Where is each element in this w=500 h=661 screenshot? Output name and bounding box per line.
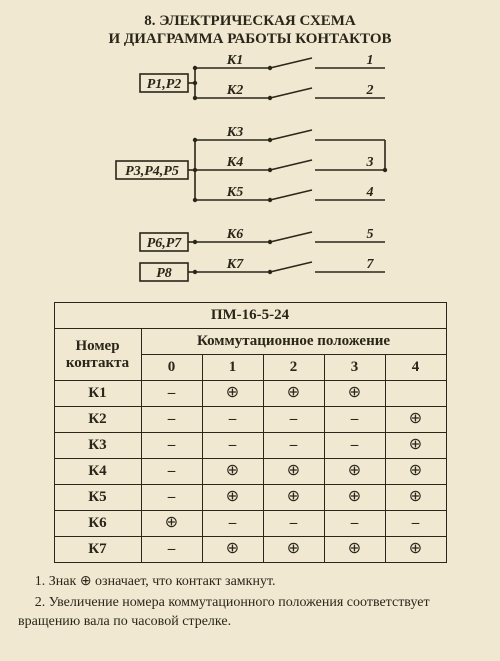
contact-cell: – [141, 537, 202, 563]
contact-cell: ⊕ [202, 485, 263, 511]
table-row: К1–⊕⊕⊕ [54, 381, 446, 407]
footnote-1: 1. Знак ⊕ означает, что контакт замкнут. [18, 573, 482, 592]
svg-text:К6: К6 [226, 227, 244, 242]
contact-name: К7 [54, 537, 141, 563]
svg-text:2: 2 [366, 83, 374, 98]
contact-cell: – [202, 407, 263, 433]
contact-cell: – [141, 433, 202, 459]
svg-text:К1: К1 [226, 54, 244, 68]
contact-cell: ⊕ [324, 459, 385, 485]
contact-name: К4 [54, 459, 141, 485]
table-row: К2––––⊕ [54, 407, 446, 433]
svg-text:Р3,Р4,Р5: Р3,Р4,Р5 [125, 164, 179, 179]
table-row: К7–⊕⊕⊕⊕ [54, 537, 446, 563]
contact-cell: – [141, 381, 202, 407]
contact-cell: ⊕ [324, 537, 385, 563]
contact-cell: – [324, 511, 385, 537]
title-line-2: И ДИАГРАММА РАБОТЫ КОНТАКТОВ [108, 31, 391, 47]
position-header: 4 [385, 355, 446, 381]
contact-cell: ⊕ [202, 459, 263, 485]
contact-cell: ⊕ [263, 459, 324, 485]
footnote-2: 2. Увеличение номера коммутационного пол… [18, 594, 482, 632]
contact-name: К6 [54, 511, 141, 537]
table-row: К6⊕–––– [54, 511, 446, 537]
contact-cell: – [263, 511, 324, 537]
contact-cell: – [141, 407, 202, 433]
position-header: 1 [202, 355, 263, 381]
contact-cell: ⊕ [202, 381, 263, 407]
contact-cell: ⊕ [263, 381, 324, 407]
footnotes: 1. Знак ⊕ означает, что контакт замкнут.… [18, 573, 482, 632]
svg-text:5: 5 [367, 227, 374, 242]
contact-cell: – [324, 407, 385, 433]
svg-text:3: 3 [366, 155, 374, 170]
contact-cell: ⊕ [324, 381, 385, 407]
contact-cell: ⊕ [202, 537, 263, 563]
contacts-table: ПМ-16-5-24НомерконтактаКоммутационное по… [54, 302, 447, 563]
contact-cell: ⊕ [385, 485, 446, 511]
contact-name: К3 [54, 433, 141, 459]
title-line-1: 8. ЭЛЕКТРИЧЕСКАЯ СХЕМА [144, 13, 356, 29]
contact-cell: – [202, 511, 263, 537]
svg-text:К5: К5 [226, 185, 244, 200]
contact-name: К5 [54, 485, 141, 511]
position-header: 3 [324, 355, 385, 381]
table-title: ПМ-16-5-24 [54, 303, 446, 329]
svg-text:7: 7 [367, 257, 375, 272]
page-title: 8. ЭЛЕКТРИЧЕСКАЯ СХЕМА И ДИАГРАММА РАБОТ… [18, 12, 482, 48]
svg-text:1: 1 [367, 54, 374, 68]
contact-cell: ⊕ [324, 485, 385, 511]
svg-text:К4: К4 [226, 155, 244, 170]
contact-name: К1 [54, 381, 141, 407]
table-row: К4–⊕⊕⊕⊕ [54, 459, 446, 485]
contact-cell: ⊕ [263, 485, 324, 511]
contact-name: К2 [54, 407, 141, 433]
svg-text:4: 4 [366, 185, 374, 200]
svg-text:Р6,Р7: Р6,Р7 [147, 236, 183, 251]
contact-cell: – [385, 511, 446, 537]
schematic-diagram: К1 1 Р1,Р2 К2 2 К3 К4 3 Р3,Р4,Р5 К5 4 К6 5 Р6,Р7 К7 7 Р8 [100, 54, 400, 294]
contact-cell: – [141, 459, 202, 485]
contact-cell: ⊕ [385, 433, 446, 459]
document-page: 8. ЭЛЕКТРИЧЕСКАЯ СХЕМА И ДИАГРАММА РАБОТ… [0, 0, 500, 652]
table-row: К3––––⊕ [54, 433, 446, 459]
contact-cell: ⊕ [385, 459, 446, 485]
col-group-header: Коммутационное положение [141, 329, 446, 355]
svg-text:К3: К3 [226, 125, 244, 140]
svg-text:К2: К2 [226, 83, 244, 98]
contact-cell: – [263, 407, 324, 433]
contact-cell [385, 381, 446, 407]
table-row: К5–⊕⊕⊕⊕ [54, 485, 446, 511]
svg-text:Р8: Р8 [156, 266, 172, 281]
contact-cell: ⊕ [385, 537, 446, 563]
position-header: 0 [141, 355, 202, 381]
contact-cell: ⊕ [263, 537, 324, 563]
contact-cell: – [263, 433, 324, 459]
svg-text:Р1,Р2: Р1,Р2 [147, 77, 182, 92]
row-header: Номерконтакта [54, 329, 141, 381]
contact-cell: – [324, 433, 385, 459]
svg-text:К7: К7 [226, 257, 244, 272]
contact-cell: – [141, 485, 202, 511]
contact-cell: ⊕ [141, 511, 202, 537]
position-header: 2 [263, 355, 324, 381]
contact-cell: – [202, 433, 263, 459]
contact-cell: ⊕ [385, 407, 446, 433]
